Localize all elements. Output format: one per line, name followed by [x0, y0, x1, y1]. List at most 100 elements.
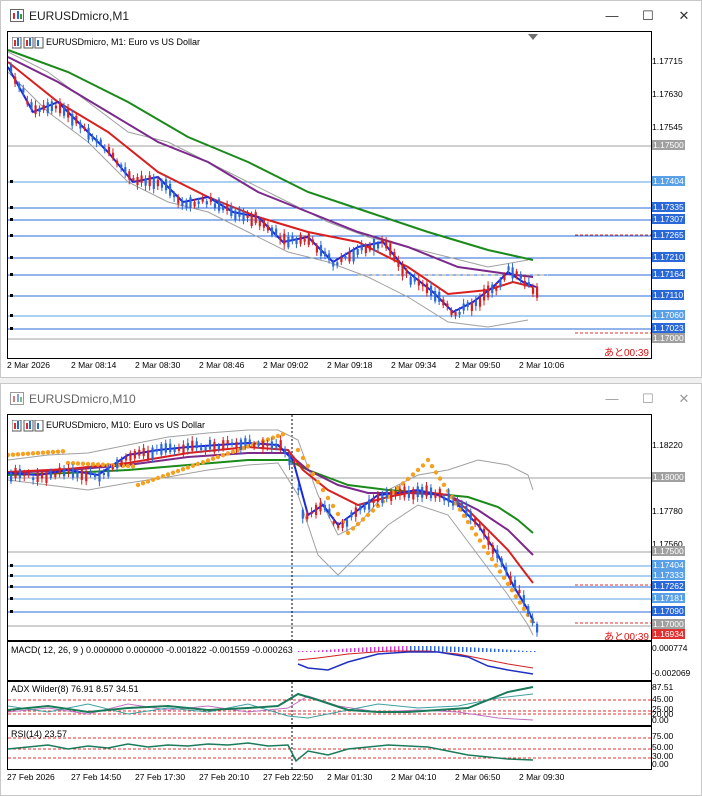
candle-body — [222, 440, 225, 450]
candle-body — [456, 500, 459, 505]
sar-dot — [65, 460, 71, 466]
macd-bar — [346, 648, 348, 652]
candle-body — [270, 227, 274, 236]
sar-dot — [30, 451, 36, 456]
candle-body — [368, 244, 372, 251]
candle-body — [310, 511, 313, 515]
candle-body — [385, 239, 388, 249]
sar-dot — [75, 461, 81, 466]
rsi-tick: 0.00 — [652, 759, 669, 769]
candle-body — [177, 447, 181, 451]
adx-canvas — [8, 682, 651, 725]
candle-body — [129, 452, 132, 461]
chart-label: EURUSDmicro, M10: Euro vs US Dollar — [46, 420, 206, 430]
candle-body — [491, 284, 494, 294]
candle-body — [257, 442, 260, 447]
candle-body — [466, 302, 469, 307]
sar-dot — [15, 452, 21, 457]
candle-body — [238, 209, 241, 217]
candle-body — [288, 455, 291, 466]
candle-body — [124, 167, 127, 174]
macd-tick: -0.002069 — [652, 668, 691, 678]
macd-bar — [334, 649, 336, 652]
macd-bar — [394, 646, 396, 652]
minimize-button[interactable]: — — [605, 8, 619, 23]
sar-dot — [429, 464, 435, 469]
sar-dot — [449, 495, 455, 500]
candle-body — [446, 303, 449, 308]
candle-body — [246, 215, 249, 218]
macd-bar — [342, 648, 344, 652]
rsi-pane[interactable]: RSI(14) 23.57 — [7, 726, 652, 770]
price-chart-m1[interactable]: EURUSDmicro, M1: Euro vs US Dollar あと00:… — [7, 31, 652, 359]
rsi-axis: 75.00 50.00 30.00 0.00 — [652, 726, 701, 770]
adx-tick: 45.00 — [652, 694, 674, 704]
time-label: 2 Mar 04:10 — [391, 772, 437, 782]
candle-body — [295, 239, 298, 245]
candle-body — [42, 104, 45, 111]
candle-body — [354, 507, 357, 517]
candle-body — [160, 444, 163, 455]
candle-body — [132, 177, 135, 181]
macd-bar — [386, 646, 388, 652]
macd-bar — [370, 647, 372, 652]
candle-body — [80, 469, 83, 480]
price-chart-m10-canvas — [8, 415, 651, 640]
price-chart-m10[interactable]: EURUSDmicro, M10: Euro vs US Dollar あと00… — [7, 414, 652, 641]
macd-pane[interactable]: MACD( 12, 26, 9 ) 0.000000 0.000000 -0.0… — [7, 641, 652, 681]
candle-body — [40, 471, 44, 479]
title-bar[interactable]: EURUSDmicro,M10 — ☐ ✕ — [1, 384, 701, 414]
candle-body — [505, 567, 508, 573]
candle-body — [319, 502, 322, 512]
price-tag: 1.17000 — [652, 333, 685, 343]
candle-body — [527, 282, 531, 286]
chart-window-m1[interactable]: EURUSDmicro,M1 — ☐ ✕ — [0, 0, 702, 378]
candle-body — [169, 183, 172, 196]
maximize-button[interactable]: ☐ — [642, 8, 654, 23]
sar-dot — [205, 458, 211, 463]
candle-body — [469, 511, 472, 520]
sar-dot — [465, 519, 471, 525]
adx-tick: 20.00 — [652, 709, 674, 719]
macd-bar — [298, 651, 300, 652]
candle-body — [152, 177, 155, 189]
candle-body — [397, 259, 400, 267]
candle-body — [421, 487, 424, 498]
price-tag: 1.17404 — [652, 560, 685, 570]
candle-body — [315, 246, 319, 253]
maximize-button[interactable]: ☐ — [642, 391, 654, 406]
macd-bar — [366, 647, 368, 652]
candle-body — [18, 83, 21, 89]
candle-body — [275, 443, 278, 448]
macd-bar — [418, 646, 420, 652]
candle-body — [46, 102, 49, 114]
chart-window-m10[interactable]: EURUSDmicro,M10 — ☐ ✕ — [0, 383, 702, 796]
candle-body — [372, 239, 376, 251]
title-bar[interactable]: EURUSDmicro,M1 — ☐ ✕ — [1, 1, 701, 31]
candle-body — [205, 201, 208, 205]
candle-body — [452, 500, 455, 506]
sar-dot — [80, 461, 86, 466]
minimize-button[interactable]: — — [605, 391, 619, 406]
sar-dot — [170, 470, 176, 475]
m10-candles — [10, 434, 539, 637]
macd-bar — [502, 649, 504, 652]
price-tag: 1.17333 — [652, 570, 685, 580]
candle-body — [341, 522, 344, 529]
macd-bar — [402, 646, 404, 652]
close-button[interactable]: ✕ — [678, 8, 690, 23]
macd-bar — [526, 651, 528, 652]
adx-pane[interactable]: ADX Wilder(8) 76.91 8.57 34.51 — [7, 681, 652, 726]
candle-body — [63, 469, 66, 477]
sar-dot — [25, 451, 31, 456]
candle-body — [266, 225, 270, 231]
candle-body — [22, 88, 25, 93]
candle-body — [283, 233, 286, 245]
candle-body — [266, 443, 269, 447]
time-label: 27 Feb 14:50 — [71, 772, 122, 782]
close-button[interactable]: ✕ — [678, 391, 690, 406]
price-tag: 1.17181 — [652, 593, 685, 603]
sar-dot — [185, 465, 191, 470]
price-tag: 1.17164 — [652, 269, 685, 279]
candle-body — [319, 245, 323, 257]
